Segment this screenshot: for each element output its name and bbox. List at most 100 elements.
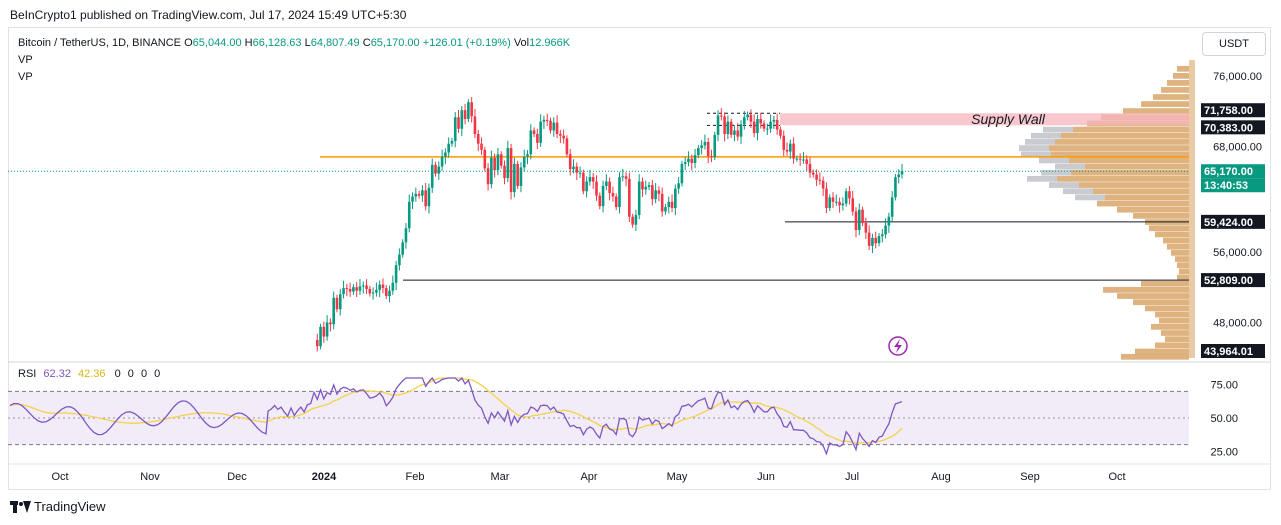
candle-body [641,181,644,190]
price-label-text: 71,758.00 [1204,105,1253,117]
price-axis-tick: 48,000.00 [1213,317,1262,329]
volume-profile [1019,60,1195,360]
candle-body [874,237,878,244]
volume-profile-bar [1049,145,1189,151]
candle-body [614,196,618,208]
candle-body [775,119,779,130]
candle-body [325,322,329,337]
candle-body [342,288,345,295]
price-label-text: 65,170.00 [1204,166,1253,178]
price-label: 13:40:53 [1201,178,1265,193]
tradingview-logo-icon [10,500,31,513]
candle-body [539,121,542,143]
time-axis-label: Oct [51,471,68,483]
candle-body [743,117,746,125]
candle-body [716,115,720,135]
candle-body [706,141,710,156]
volume-profile-bar [1155,311,1189,318]
candle-body [654,190,657,200]
volume-profile-bar-alt [1043,126,1073,133]
candle-body [762,123,766,129]
candle-body [322,326,326,337]
high-label: H [244,37,253,49]
symbol-title[interactable]: Bitcoin / TetherUS, 1D, BINANCE [18,37,182,49]
candle-body [729,121,733,135]
currency-button[interactable]: USDT [1202,32,1266,56]
candle-body [713,134,717,157]
candle-body [329,322,332,325]
price-label-bg [1201,103,1265,118]
rsi-line [9,376,903,456]
candle-body [667,201,671,208]
candle-body [532,130,536,134]
volume-profile-bar-alt [1039,157,1069,164]
candle-body [319,326,322,347]
tradingview-brand[interactable]: TradingView [10,499,106,514]
candle-body [585,181,588,192]
candle-body [542,119,546,122]
price-label: 65,170.00 [1201,164,1265,179]
candle-body [624,176,628,179]
candle-body [437,166,441,174]
chart-frame [8,27,1271,490]
volume-profile-bar [1177,65,1189,72]
volume-profile-bar [1133,213,1189,219]
candle-body [779,129,782,136]
indicator-vp-1[interactable]: VP [18,54,33,66]
volume-profile-bar-alt [1055,163,1085,170]
candle-body [831,197,835,202]
candle-body [345,288,349,290]
candle-body [536,133,539,143]
supply-zone-label: Supply Wall [971,111,1046,127]
candle-body [897,174,901,178]
volume-profile-bar [1163,237,1189,244]
candle-body [877,236,881,244]
candle-body [867,232,871,246]
candle-body [407,201,411,229]
rsi-ma-line [9,377,903,444]
candle-body [848,191,851,199]
candle-body [549,120,552,131]
candle-body [759,119,763,124]
time-axis-label: Oct [1108,471,1125,483]
candle-body [545,119,549,121]
volume-profile-bar-alt [1019,145,1049,151]
candle-body [529,130,533,155]
candle-body [595,181,598,196]
candle-body [480,143,483,150]
time-axis-label: Feb [406,471,425,483]
candle-body [674,188,677,208]
candle-body [657,190,661,194]
candle-body [582,172,585,192]
candle-body [368,288,372,294]
indicator-vp-2[interactable]: VP [18,71,33,83]
rsi-name[interactable]: RSI [18,368,37,380]
candle-body [736,130,740,137]
candle-body [427,187,431,207]
candle-body [559,133,562,136]
time-axis-label: Apr [580,471,597,483]
change-value: +126.01 (+0.19%) [422,37,511,49]
candle-body [555,122,559,134]
candle-body [710,155,713,157]
candle-body [450,141,454,144]
publisher-line: BeInCrypto1 published on TradingView.com… [10,8,407,22]
candle-body [526,154,529,157]
candle-body [430,164,434,188]
candle-body [361,285,365,287]
candle-body [371,292,375,294]
candle-body [476,133,480,144]
volume-profile-bar-alt [1049,182,1079,188]
candle-body [651,185,654,200]
candle-body [900,171,904,175]
candle-body [611,192,615,197]
volume-profile-bar [1145,305,1189,312]
candle-body [880,234,884,237]
candle-body [457,117,460,129]
candle-body [697,148,700,156]
candle-body [857,209,861,230]
volume-profile-bar [1073,126,1189,133]
candle-body [844,191,848,204]
candle-body [499,154,503,166]
